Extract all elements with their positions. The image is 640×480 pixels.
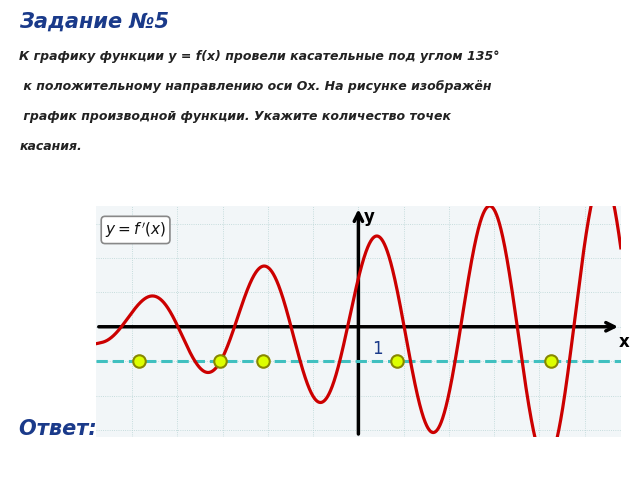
Text: К графику функции y = f(x) провели касательные под углом 135°: К графику функции y = f(x) провели касат… xyxy=(19,50,500,63)
Text: $1$: $1$ xyxy=(372,340,383,359)
Text: график производной функции. Укажите количество точек: график производной функции. Укажите коли… xyxy=(19,110,451,123)
Text: $y = f\,'(x)$: $y = f\,'(x)$ xyxy=(105,220,166,240)
Text: касания.: касания. xyxy=(19,140,82,153)
Text: x: x xyxy=(618,333,629,351)
Text: к положительному направлению оси Ox. На рисунке изображён: к положительному направлению оси Ox. На … xyxy=(19,80,492,93)
Text: Ответ: 5: Ответ: 5 xyxy=(19,419,118,439)
Text: y: y xyxy=(364,208,374,226)
Text: Задание №5: Задание №5 xyxy=(19,12,169,32)
